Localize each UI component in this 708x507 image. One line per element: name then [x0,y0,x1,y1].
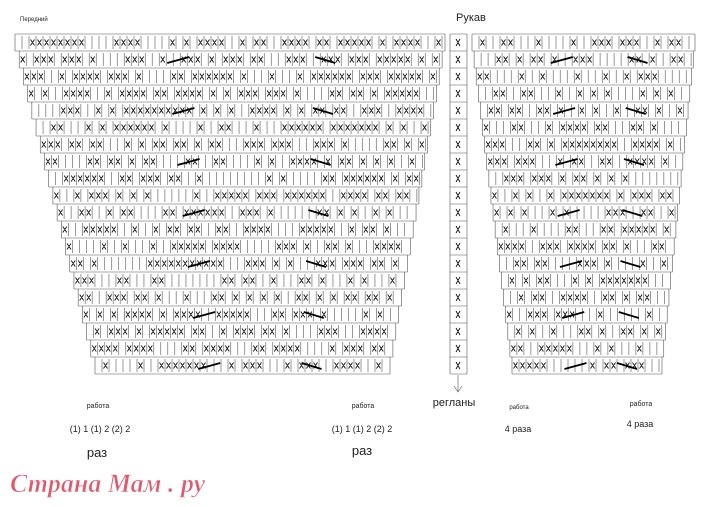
times-label: раз [352,443,372,458]
grid-lines [14,33,696,393]
chart-grid [14,33,696,393]
sleeve-label: Рукав [456,12,486,24]
front-label: Передний [20,16,48,23]
times-label: раз [87,445,107,460]
sequence-label: (1) 1 (1) 2 (2) 2 [70,424,131,434]
work-label: работа [87,402,110,410]
watermark: Страна Мам . ру [10,469,206,498]
work-label: работа [352,402,375,410]
stitch-marks [20,38,683,370]
times-label: 4 раза [627,419,654,429]
sequence-label: (1) 1 (1) 2 (2) 2 [332,424,393,434]
times-label: 4 раза [505,424,532,434]
work-label: работа [509,405,529,411]
raglan-label: регланы [433,397,476,409]
work-label: работа [630,400,653,408]
decrease-marks [166,56,648,370]
